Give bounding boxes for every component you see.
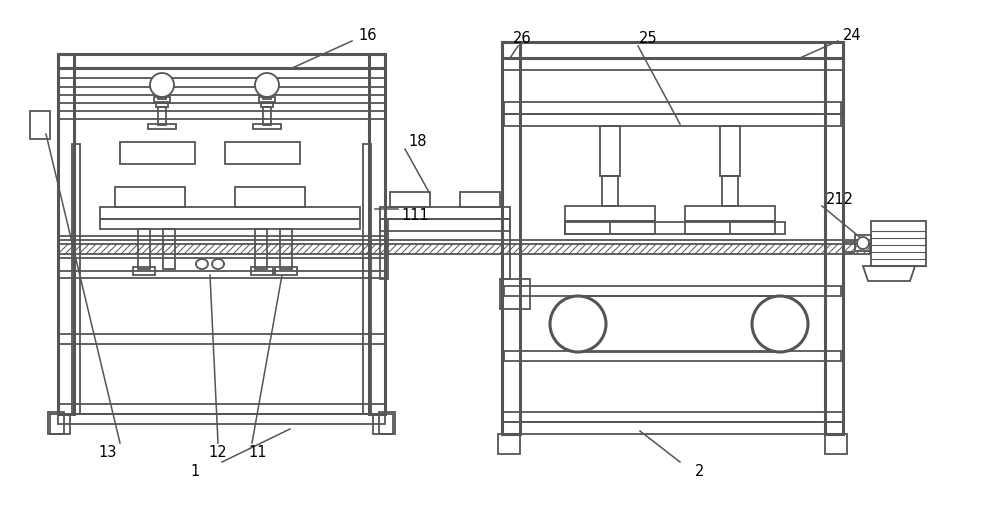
Bar	[50, 414, 70, 434]
Bar	[380, 219, 388, 279]
Bar	[502, 219, 510, 279]
Bar	[225, 143, 300, 165]
Bar	[100, 208, 360, 219]
Bar	[390, 192, 430, 208]
Bar	[263, 86, 271, 100]
Bar	[502, 412, 843, 422]
Bar	[500, 279, 530, 309]
Text: 212: 212	[826, 192, 854, 207]
Bar	[504, 351, 841, 361]
Bar	[48, 412, 64, 434]
Bar	[158, 86, 166, 100]
Bar	[460, 192, 500, 208]
Bar	[138, 230, 150, 269]
Text: 18: 18	[409, 134, 427, 149]
Text: 111: 111	[401, 207, 429, 222]
Text: 24: 24	[843, 27, 861, 42]
Bar	[235, 188, 305, 208]
Bar	[369, 55, 385, 414]
Text: 12: 12	[209, 445, 227, 460]
Bar	[58, 414, 385, 424]
Text: 25: 25	[639, 31, 657, 45]
Bar	[259, 98, 275, 104]
Text: 2: 2	[695, 464, 705, 478]
Bar	[504, 287, 841, 296]
Bar	[72, 145, 80, 414]
Bar	[565, 222, 785, 235]
Bar	[722, 177, 738, 207]
Bar	[504, 115, 841, 127]
Text: 26: 26	[513, 31, 531, 45]
Bar	[502, 43, 520, 434]
Bar	[373, 414, 393, 434]
Bar	[58, 404, 385, 414]
Text: 11: 11	[249, 445, 267, 460]
Bar	[261, 103, 273, 108]
Circle shape	[752, 296, 808, 352]
Circle shape	[255, 74, 279, 98]
Bar	[380, 208, 510, 219]
Text: 13: 13	[99, 445, 117, 460]
Bar	[148, 125, 176, 130]
Bar	[156, 103, 168, 108]
Bar	[502, 59, 843, 71]
Text: 16: 16	[359, 27, 377, 42]
Bar	[30, 112, 50, 140]
Bar	[163, 230, 175, 269]
Bar	[565, 221, 655, 235]
Bar	[251, 267, 273, 275]
Bar	[685, 221, 775, 235]
Bar	[498, 434, 520, 454]
Bar	[379, 412, 395, 434]
Bar	[565, 207, 655, 221]
Bar	[58, 244, 870, 254]
Bar	[263, 108, 271, 126]
Circle shape	[550, 296, 606, 352]
Bar	[855, 236, 871, 251]
Bar	[600, 127, 620, 177]
Bar	[280, 230, 292, 269]
Bar	[363, 145, 371, 414]
Bar	[825, 43, 843, 434]
Bar	[720, 127, 740, 177]
Bar	[685, 207, 775, 221]
Bar	[154, 98, 170, 104]
Bar	[502, 422, 843, 434]
Bar	[58, 55, 74, 414]
Bar	[275, 267, 297, 275]
Bar	[133, 267, 155, 275]
Circle shape	[857, 238, 869, 249]
Bar	[825, 434, 847, 454]
Bar	[602, 177, 618, 207]
Bar	[58, 69, 385, 79]
Bar	[504, 103, 841, 115]
Bar	[58, 55, 385, 69]
Circle shape	[150, 74, 174, 98]
Bar	[380, 219, 510, 232]
Bar	[871, 221, 926, 267]
Bar	[115, 188, 185, 208]
Bar	[120, 143, 195, 165]
Bar	[255, 230, 267, 269]
Bar	[502, 43, 843, 59]
Bar	[253, 125, 281, 130]
Bar	[100, 219, 360, 230]
Text: 1: 1	[190, 464, 200, 478]
Bar	[158, 108, 166, 126]
